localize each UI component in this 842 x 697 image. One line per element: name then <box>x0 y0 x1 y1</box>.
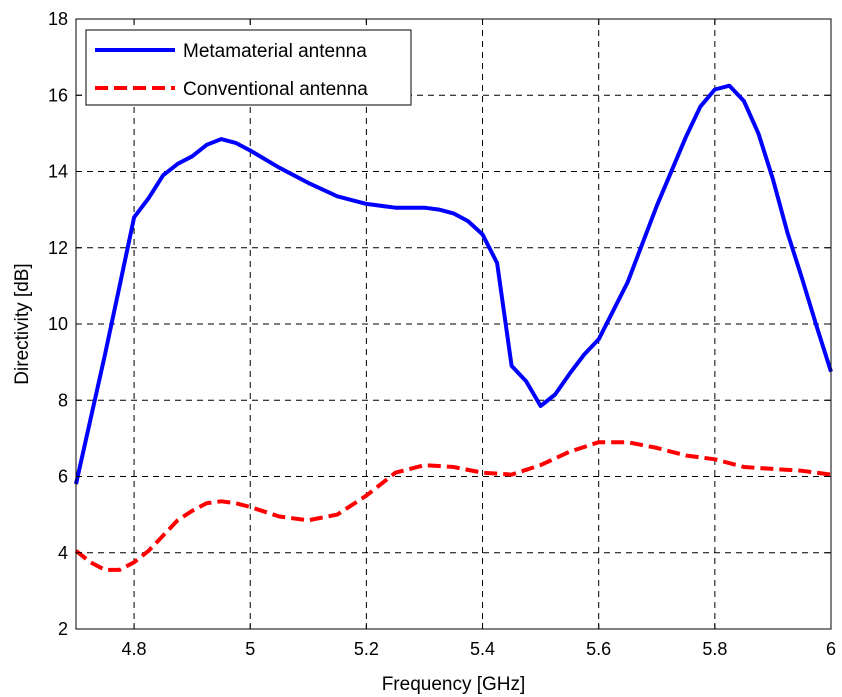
x-tick-label: 5.2 <box>354 639 379 659</box>
legend-label-conventional: Conventional antenna <box>183 79 368 100</box>
x-tick-label: 5 <box>245 639 255 659</box>
series-group <box>74 83 833 572</box>
x-tick-label: 5.4 <box>470 639 495 659</box>
series-line-metamaterial <box>74 83 833 485</box>
y-tick-label: 2 <box>58 619 68 639</box>
axis-ticks: 4.8 5 5.2 5.4 5.6 5.8 6 2 4 6 8 10 12 14 16 18 <box>48 9 836 659</box>
x-axis-label: Frequency [GHz] <box>382 674 526 695</box>
y-tick-label: 10 <box>48 314 68 334</box>
y-tick-label: 18 <box>48 9 68 29</box>
y-tick-label: 8 <box>58 390 68 410</box>
x-tick-label: 5.8 <box>702 639 727 659</box>
x-tick-label: 5.6 <box>586 639 611 659</box>
x-tick-label: 6 <box>826 639 836 659</box>
legend: Metamaterial antenna Conventional antenna <box>85 29 412 106</box>
y-tick-label: 6 <box>58 467 68 487</box>
series-line-conventional <box>74 440 832 572</box>
y-axis-label: Directivity [dB] <box>12 263 33 384</box>
gridlines <box>76 19 831 629</box>
legend-label-metamaterial: Metamaterial antenna <box>183 41 367 62</box>
y-tick-label: 16 <box>48 85 68 105</box>
x-tick-label: 4.8 <box>122 639 147 659</box>
y-tick-label: 4 <box>58 543 68 563</box>
y-tick-label: 12 <box>48 238 68 258</box>
y-tick-label: 14 <box>48 162 68 182</box>
legend-box <box>85 29 412 106</box>
